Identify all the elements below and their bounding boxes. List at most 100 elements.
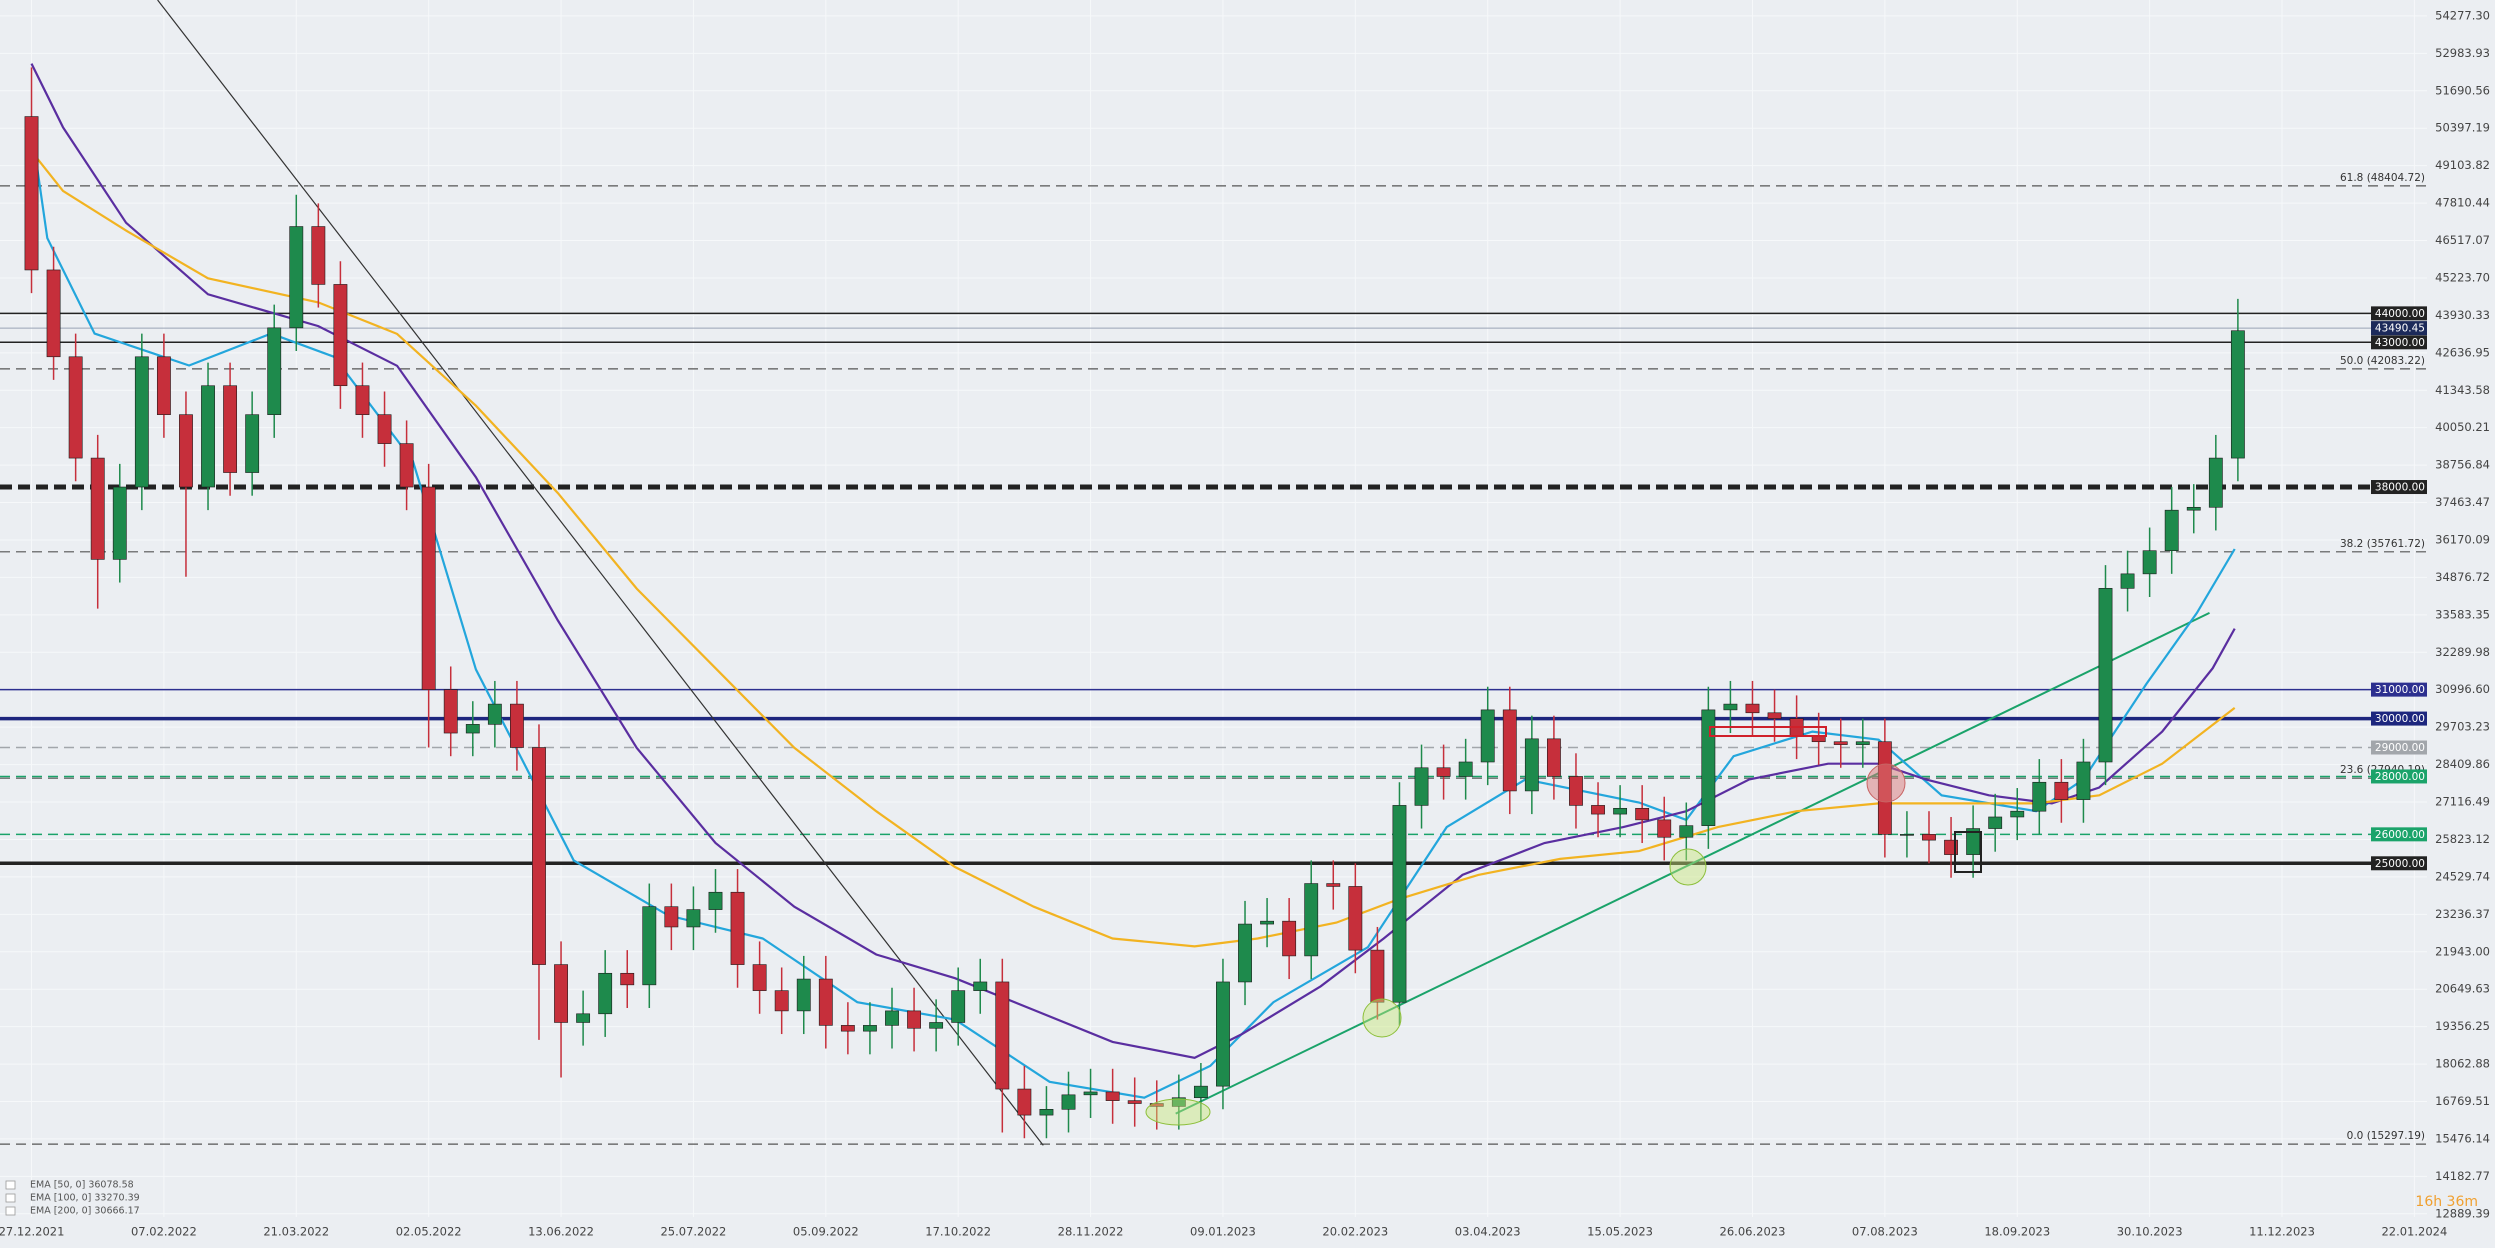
candle-body [1238, 923, 1252, 983]
y-tick-label: 15476.14 [2435, 1131, 2490, 1145]
x-tick-label: 18.09.2023 [1984, 1225, 2050, 1239]
x-tick-label: 28.11.2022 [1058, 1225, 1124, 1239]
highlight [1669, 848, 1707, 886]
candle-body [818, 978, 833, 1026]
level-label: 43000.00 [2375, 337, 2425, 349]
candle-body [1524, 738, 1539, 792]
candle-body [1458, 761, 1473, 777]
candle-body [1613, 807, 1628, 815]
candle-body [1127, 1100, 1142, 1104]
legend: EMA [50, 0] 36078.58 EMA [100, 0] 33270.3… [5, 1180, 140, 1217]
x-tick-label: 30.10.2023 [2117, 1225, 2183, 1239]
candle-body [245, 414, 260, 473]
candle-body [2032, 781, 2047, 812]
y-tick-label: 28409.86 [2435, 757, 2490, 771]
candle-body [1193, 1085, 1208, 1099]
candle-body [1833, 741, 1848, 745]
candle-body [2010, 810, 2025, 818]
candle-body [1480, 709, 1495, 763]
candle-body [1745, 703, 1760, 714]
candle-body [1900, 834, 1914, 836]
level-label: 26000.00 [2375, 829, 2425, 841]
y-tick-label: 23236.37 [2435, 907, 2490, 921]
y-tick-label: 34876.72 [2435, 570, 2490, 584]
highlight [1866, 763, 1906, 803]
level-label: 31000.00 [2375, 684, 2425, 696]
level-label: 38000.00 [2375, 482, 2425, 494]
last-price-box [2371, 321, 2427, 336]
highlight [1145, 1098, 1211, 1126]
candle-body [421, 486, 436, 690]
x-tick-label: 11.12.2023 [2249, 1225, 2315, 1239]
candle-body [1414, 767, 1429, 806]
candle-body [1767, 712, 1782, 719]
candle-body [267, 327, 282, 415]
candle-body [2230, 330, 2245, 459]
candle-body [532, 747, 546, 965]
y-tick-label: 14182.77 [2435, 1169, 2490, 1183]
level-label: 44000.00 [2375, 308, 2425, 320]
highlights [1145, 726, 1982, 1126]
y-tick-label: 41343.58 [2435, 383, 2490, 397]
candle-body [1282, 920, 1297, 957]
level-label-box [2371, 856, 2427, 871]
candle-body [1701, 709, 1716, 826]
candle-body [2054, 781, 2069, 800]
candle-body [1591, 805, 1605, 815]
candle-body [2208, 457, 2223, 508]
candle-body [1723, 703, 1738, 711]
candle-body [465, 724, 480, 734]
fib-label: 0.0 (15297.19) [2347, 1130, 2425, 1142]
candle-body [1922, 834, 1936, 841]
level-label-box [2371, 480, 2427, 495]
candle-body [1083, 1091, 1098, 1096]
candle-body [1635, 807, 1650, 821]
y-tick-label: 47810.44 [2435, 196, 2490, 210]
highlight-box [1954, 831, 1982, 873]
candle-body [179, 414, 193, 488]
y-tick-label: 45223.70 [2435, 270, 2490, 284]
timer: 16h 36m [2415, 1194, 2478, 1210]
candle-body [46, 269, 61, 358]
level-label-box [2371, 769, 2427, 784]
level-label-box [2371, 306, 2427, 321]
legend-label: EMA [50, 0] 36078.58 [30, 1180, 134, 1191]
y-tick-label: 38756.84 [2435, 458, 2490, 472]
candle-body [840, 1025, 855, 1032]
candle-body [2142, 550, 2157, 575]
x-tick-label: 27.12.2021 [0, 1225, 64, 1239]
x-tick-label: 07.02.2022 [131, 1225, 197, 1239]
axes: 54277.30 52983.93 51690.56 50397.19 49103.82… [0, 8, 2490, 1238]
y-tick-label: 24529.74 [2435, 869, 2490, 883]
level-label: 28000.00 [2375, 771, 2425, 783]
candle-body [598, 972, 613, 1015]
level-label-box [2371, 335, 2427, 350]
candle-body [377, 414, 392, 444]
fib-label: 38.2 (35761.72) [2340, 538, 2425, 550]
candle-body [443, 689, 458, 734]
x-tick-label: 21.03.2022 [263, 1225, 329, 1239]
x-tick-label: 02.05.2022 [396, 1225, 462, 1239]
candle-body [289, 226, 304, 329]
highlight [1362, 998, 1402, 1038]
candle-body [1679, 825, 1694, 838]
y-tick-label: 43930.33 [2435, 308, 2490, 322]
y-tick-label: 40050.21 [2435, 420, 2490, 434]
candle-body [973, 981, 988, 991]
x-tick-label: 07.08.2023 [1852, 1225, 1918, 1239]
candle-body [1569, 776, 1583, 806]
candle-body [576, 1013, 591, 1023]
x-tick-label: 25.07.2022 [660, 1225, 726, 1239]
x-tick-label: 26.06.2023 [1720, 1225, 1786, 1239]
y-tick-label: 19356.25 [2435, 1019, 2490, 1033]
y-tick-label: 30996.60 [2435, 682, 2490, 696]
candle-body [730, 891, 745, 965]
candle-body [1216, 981, 1230, 1087]
candle-body [223, 385, 238, 473]
level-label: 29000.00 [2375, 742, 2425, 754]
candle-body [24, 116, 39, 271]
x-tick-label: 05.09.2022 [793, 1225, 859, 1239]
candle-body [1988, 816, 2003, 829]
y-tick-label: 52983.93 [2435, 46, 2490, 60]
trendline [1175, 612, 2210, 1115]
